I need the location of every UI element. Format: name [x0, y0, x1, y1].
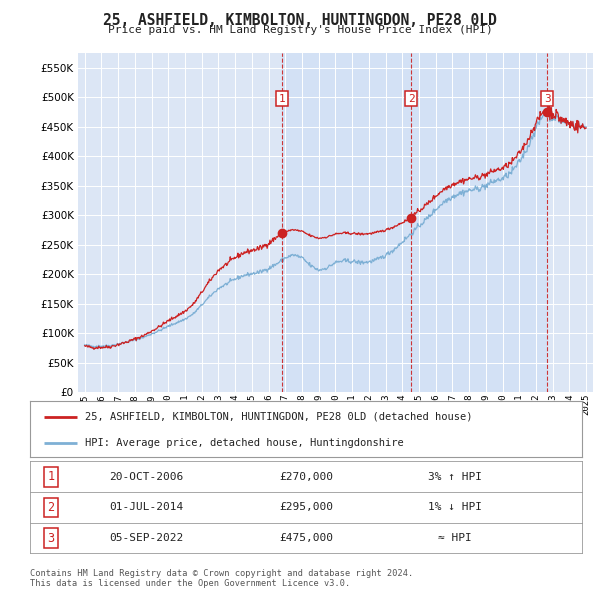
Text: 3% ↑ HPI: 3% ↑ HPI — [428, 472, 482, 481]
Bar — [411, 53, 547, 392]
Text: 25, ASHFIELD, KIMBOLTON, HUNTINGDON, PE28 0LD: 25, ASHFIELD, KIMBOLTON, HUNTINGDON, PE2… — [103, 13, 497, 28]
Text: 1: 1 — [47, 470, 55, 483]
Text: 3: 3 — [544, 94, 551, 104]
Text: 05-SEP-2022: 05-SEP-2022 — [109, 533, 183, 543]
Text: Price paid vs. HM Land Registry's House Price Index (HPI): Price paid vs. HM Land Registry's House … — [107, 25, 493, 35]
Text: 20-OCT-2006: 20-OCT-2006 — [109, 472, 183, 481]
Text: 1: 1 — [278, 94, 285, 104]
Text: £475,000: £475,000 — [279, 533, 333, 543]
Text: 2: 2 — [408, 94, 415, 104]
Bar — [282, 53, 411, 392]
Text: ≈ HPI: ≈ HPI — [438, 533, 472, 543]
Text: Contains HM Land Registry data © Crown copyright and database right 2024.
This d: Contains HM Land Registry data © Crown c… — [30, 569, 413, 588]
Text: 1% ↓ HPI: 1% ↓ HPI — [428, 503, 482, 512]
Text: 25, ASHFIELD, KIMBOLTON, HUNTINGDON, PE28 0LD (detached house): 25, ASHFIELD, KIMBOLTON, HUNTINGDON, PE2… — [85, 412, 473, 422]
Text: 2: 2 — [47, 501, 55, 514]
Text: £270,000: £270,000 — [279, 472, 333, 481]
Text: £295,000: £295,000 — [279, 503, 333, 512]
Text: HPI: Average price, detached house, Huntingdonshire: HPI: Average price, detached house, Hunt… — [85, 438, 404, 448]
Text: 3: 3 — [47, 532, 55, 545]
Text: 01-JUL-2014: 01-JUL-2014 — [109, 503, 183, 512]
